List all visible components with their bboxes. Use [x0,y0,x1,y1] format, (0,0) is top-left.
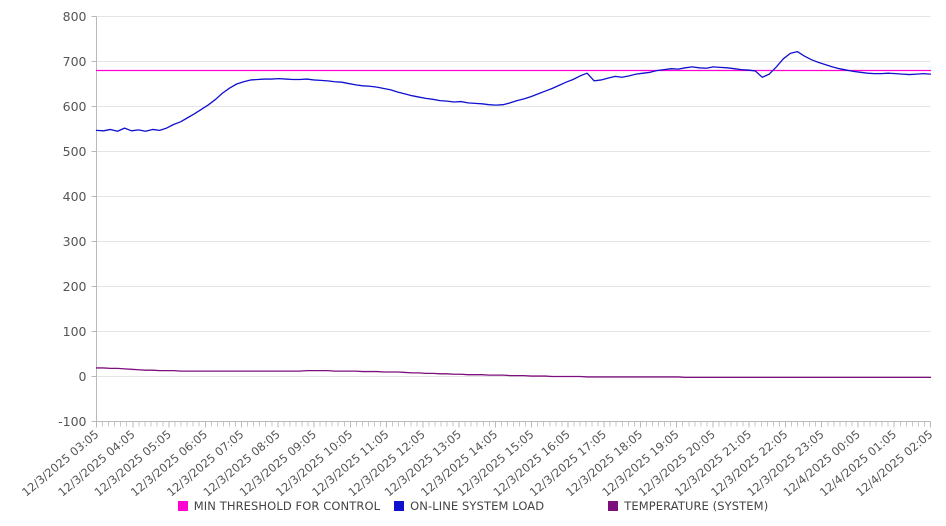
legend-label-online-system-load: ON-LINE SYSTEM LOAD [410,499,545,513]
series-line-1 [95,50,932,132]
legend-swatch-min-threshold [177,501,188,511]
legend-label-min-threshold: MIN THRESHOLD FOR CONTROL [193,499,381,513]
axes [96,16,931,422]
series-line-2 [95,367,932,379]
legend-item-min-threshold[interactable]: MIN THRESHOLD FOR CONTROL [177,499,381,513]
y-tick-label: 200 [63,279,87,294]
y-tick-label: 400 [63,189,87,204]
legend-swatch-temperature [608,501,619,511]
y-tick-label: 800 [63,9,87,24]
y-axis-ticks: 800 700 600 500 400 300 200 100 0 -100 [58,9,97,429]
y-tick-label: -100 [58,414,86,429]
legend-item-online-system-load[interactable]: ON-LINE SYSTEM LOAD [394,499,544,513]
legend-swatch-online-system-load [394,501,405,511]
y-tick-label: 100 [63,324,87,339]
y-tick-label: 500 [63,144,87,159]
legend-label-temperature: TEMPERATURE (SYSTEM) [624,499,769,513]
chart-legend: MIN THRESHOLD FOR CONTROL ON-LINE SYSTEM… [0,494,946,518]
data-series [95,50,932,379]
y-tick-label: 300 [63,234,87,249]
gridlines [96,16,931,377]
y-tick-label: 0 [79,369,87,384]
y-tick-label: 700 [63,54,87,69]
x-axis-ticks [96,421,931,428]
legend-item-temperature[interactable]: TEMPERATURE (SYSTEM) [608,499,768,513]
y-tick-label: 600 [63,99,87,114]
